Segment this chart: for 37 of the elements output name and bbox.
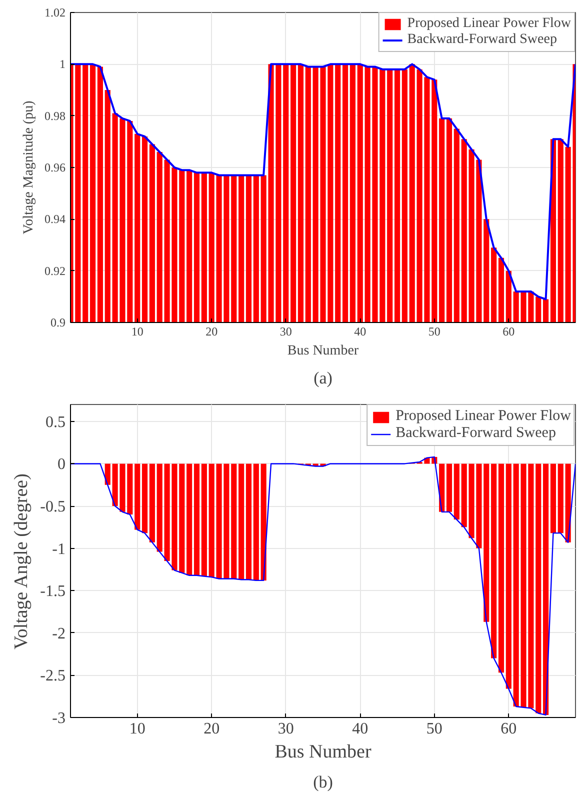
x-tick-label: 10 (131, 324, 144, 338)
x-tick-label: 40 (354, 324, 366, 338)
legend-label: Backward-Forward Sweep (407, 32, 557, 48)
x-tick-label: 60 (500, 720, 517, 738)
x-tick-label: 30 (278, 720, 294, 738)
x-tick-label: 40 (352, 720, 368, 738)
x-axis-title: Bus Number (274, 742, 372, 762)
x-tick-label: 30 (280, 324, 292, 338)
legend-label: Proposed Linear Power Flow (407, 16, 571, 32)
y-tick-label: -2 (52, 625, 66, 642)
x-tick-label: 50 (426, 720, 442, 738)
y-tick-label: 0.98 (44, 108, 66, 123)
y-tick-label: -1 (52, 540, 66, 558)
x-tick-label: 60 (502, 324, 515, 338)
y-tick-label: 0 (58, 456, 66, 474)
x-tick-label: 10 (129, 720, 146, 738)
y-tick-label: 0.5 (46, 414, 66, 431)
y-tick-label: -2.5 (40, 668, 66, 685)
x-axis-title: Bus Number (287, 344, 359, 358)
y-tick-label: 0.94 (44, 212, 66, 226)
y-tick-label: -3 (52, 710, 66, 727)
text: (b) (313, 772, 333, 792)
x-tick-label: 50 (428, 324, 440, 338)
text: (a) (314, 368, 332, 388)
y-tick-label: 1.02 (44, 6, 66, 20)
legend-label: Backward-Forward Sweep (396, 425, 556, 442)
y-tick-label: -0.5 (40, 498, 66, 516)
y-tick-label: 0.96 (44, 160, 66, 174)
x-tick-label: 20 (204, 720, 220, 738)
legend-label: Proposed Linear Power Flow (396, 408, 571, 425)
y-tick-label: -1.5 (40, 583, 66, 600)
y-tick-label: 1 (60, 57, 66, 72)
y-axis-title: Voltage Magnitude (pu) (22, 100, 36, 234)
x-tick-label: 20 (206, 324, 218, 338)
y-tick-label: 0.92 (44, 264, 66, 278)
y-axis-title: Voltage Angle (degree) (11, 474, 32, 650)
y-tick-label: 0.9 (50, 316, 66, 330)
